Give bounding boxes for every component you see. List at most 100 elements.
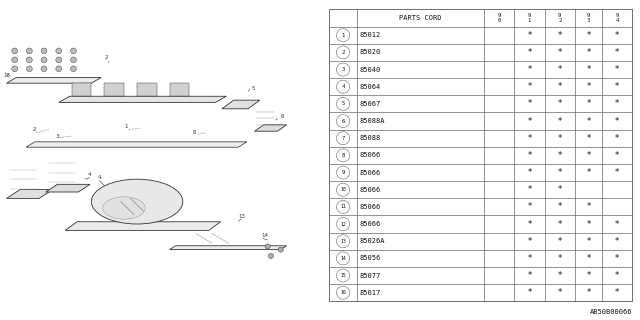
Text: AB50B00066: AB50B00066 <box>590 309 632 315</box>
Text: *: * <box>557 237 562 246</box>
Text: 85012: 85012 <box>360 32 381 38</box>
Text: 14: 14 <box>261 233 268 238</box>
Polygon shape <box>137 83 157 96</box>
Text: 16: 16 <box>340 290 346 295</box>
Text: 85040: 85040 <box>360 67 381 73</box>
Circle shape <box>337 46 349 59</box>
Polygon shape <box>6 77 101 83</box>
Text: 12: 12 <box>340 221 346 227</box>
Text: 3: 3 <box>342 67 345 72</box>
Circle shape <box>265 244 270 249</box>
Circle shape <box>26 57 32 63</box>
Text: *: * <box>527 288 531 297</box>
Circle shape <box>56 66 61 72</box>
Text: *: * <box>615 82 620 91</box>
Text: 9
4: 9 4 <box>616 13 619 23</box>
Text: *: * <box>586 31 591 40</box>
Circle shape <box>337 29 349 42</box>
Text: *: * <box>615 65 620 74</box>
Text: *: * <box>527 185 531 194</box>
Text: *: * <box>557 168 562 177</box>
Circle shape <box>337 200 349 213</box>
Text: *: * <box>586 168 591 177</box>
Text: 85066: 85066 <box>360 152 381 158</box>
Text: 85066: 85066 <box>360 221 381 227</box>
Text: 8: 8 <box>342 153 345 158</box>
Text: 85064: 85064 <box>360 84 381 90</box>
Text: *: * <box>586 116 591 125</box>
Text: 85020: 85020 <box>360 49 381 55</box>
Text: 6: 6 <box>342 118 345 124</box>
Text: *: * <box>615 151 620 160</box>
Polygon shape <box>222 100 260 109</box>
Text: *: * <box>527 82 531 91</box>
Polygon shape <box>255 125 287 131</box>
Text: 9
1: 9 1 <box>528 13 531 23</box>
Text: *: * <box>527 31 531 40</box>
Text: 13: 13 <box>238 214 245 219</box>
Polygon shape <box>6 189 53 198</box>
Polygon shape <box>104 83 124 96</box>
Text: *: * <box>527 100 531 108</box>
Text: *: * <box>615 288 620 297</box>
FancyBboxPatch shape <box>330 10 632 301</box>
Circle shape <box>12 57 18 63</box>
Text: *: * <box>557 31 562 40</box>
Text: 10: 10 <box>340 187 346 192</box>
Text: *: * <box>615 254 620 263</box>
Text: 13: 13 <box>340 239 346 244</box>
Circle shape <box>70 57 76 63</box>
Ellipse shape <box>103 197 145 219</box>
Circle shape <box>337 166 349 179</box>
Text: 85067: 85067 <box>360 101 381 107</box>
Text: *: * <box>527 202 531 212</box>
Text: *: * <box>557 185 562 194</box>
Text: 85056: 85056 <box>360 255 381 261</box>
Text: 85017: 85017 <box>360 290 381 296</box>
Text: *: * <box>527 271 531 280</box>
Circle shape <box>41 48 47 54</box>
Circle shape <box>12 66 18 72</box>
Text: *: * <box>557 65 562 74</box>
Text: *: * <box>557 116 562 125</box>
Text: *: * <box>586 237 591 246</box>
Text: *: * <box>615 237 620 246</box>
Circle shape <box>337 218 349 231</box>
Text: *: * <box>557 151 562 160</box>
Text: *: * <box>527 254 531 263</box>
Text: *: * <box>615 134 620 143</box>
Text: *: * <box>557 220 562 228</box>
Text: 85066: 85066 <box>360 170 381 176</box>
Text: *: * <box>557 134 562 143</box>
Text: 85066: 85066 <box>360 187 381 193</box>
Text: *: * <box>586 48 591 57</box>
Text: *: * <box>615 31 620 40</box>
Circle shape <box>337 286 349 299</box>
Text: *: * <box>557 254 562 263</box>
Text: PARTS CORD: PARTS CORD <box>399 15 442 21</box>
Text: 9
0: 9 0 <box>497 13 500 23</box>
Circle shape <box>12 48 18 54</box>
Polygon shape <box>72 83 92 96</box>
Text: *: * <box>527 48 531 57</box>
Text: 85088: 85088 <box>360 135 381 141</box>
Text: *: * <box>527 237 531 246</box>
Circle shape <box>70 66 76 72</box>
Circle shape <box>337 80 349 93</box>
Circle shape <box>41 57 47 63</box>
Text: 7: 7 <box>342 136 345 141</box>
Text: *: * <box>586 65 591 74</box>
Text: *: * <box>586 100 591 108</box>
Text: *: * <box>557 82 562 91</box>
Text: 2: 2 <box>104 55 108 60</box>
Text: 5: 5 <box>342 101 345 106</box>
Text: 6: 6 <box>193 130 196 135</box>
Text: *: * <box>586 254 591 263</box>
Text: 14: 14 <box>340 256 346 261</box>
Text: *: * <box>586 134 591 143</box>
Text: 1: 1 <box>342 33 345 38</box>
Text: *: * <box>527 134 531 143</box>
Polygon shape <box>26 142 247 147</box>
Text: *: * <box>557 100 562 108</box>
Circle shape <box>337 252 349 265</box>
